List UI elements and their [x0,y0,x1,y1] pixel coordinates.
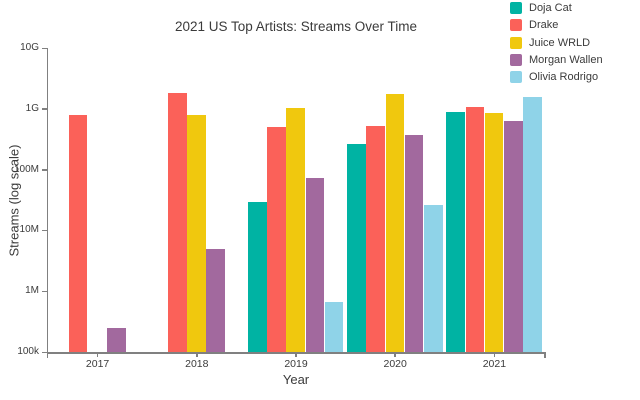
x-tick-label-2020: 2020 [383,358,407,370]
x-tick-2019 [295,352,297,357]
x-tick-label-2017: 2017 [85,358,110,370]
legend-item-olivia-rodrigo: Olivia Rodrigo [510,71,603,84]
bar-drake-2021 [465,107,485,352]
legend-item-morgan-wallen: Morgan Wallen [510,53,603,66]
bar-drake-2020 [366,125,385,352]
bar-olivia-rodrigo-2019 [324,302,344,352]
bar-drake-2019 [267,126,286,352]
x-axis-outer-tick-left [46,352,48,358]
bar-olivia-rodrigo-2020 [424,205,443,352]
bar-juice-wrld-2020 [385,94,405,352]
x-tick-2021 [493,352,496,357]
y-tick-1M [41,290,47,293]
x-tick-2018 [196,352,198,357]
legend-item-drake: Drake [510,19,603,32]
bar-drake-2018 [168,93,187,352]
legend-label-doja-cat: Doja Cat [529,2,572,14]
legend: Doja Cat Drake Juice WRLD Morgan Wallen Oliv… [510,2,603,88]
legend-swatch-drake [510,19,522,32]
x-tick-2017 [96,352,99,357]
x-axis-title: Year [282,372,310,387]
x-tick-label-2019: 2019 [284,358,308,370]
y-tick-10M [41,229,47,232]
x-tick-2020 [394,352,396,357]
bar-olivia-rodrigo-2021 [523,97,542,352]
x-tick-label-2018: 2018 [185,358,209,370]
legend-item-doja-cat: Doja Cat [510,2,603,14]
bar-doja-cat-2020 [347,143,366,352]
legend-swatch-morgan-wallen [510,53,522,66]
x-tick-label-2021: 2021 [482,358,507,370]
y-tick-label-1M: 1M [25,285,39,297]
bar-juice-wrld-2018 [187,115,206,352]
legend-label-morgan-wallen: Morgan Wallen [529,53,603,66]
bar-morgan-wallen-2020 [404,135,424,352]
bar-doja-cat-2019 [248,202,267,352]
bar-morgan-wallen-2017 [107,327,126,352]
legend-label-drake: Drake [529,19,559,32]
y-tick-1G [41,108,47,110]
y-tick-100k [41,351,47,353]
chart-title: 2021 US Top Artists: Streams Over Time [174,19,418,34]
legend-label-juice-wrld: Juice WRLD [529,36,591,49]
y-tick-label-10M: 10M [19,224,39,236]
bar-doja-cat-2021 [446,111,465,352]
bar-juice-wrld-2019 [286,107,305,352]
bar-morgan-wallen-2019 [305,177,325,352]
legend-label-olivia-rodrigo: Olivia Rodrigo [529,71,599,84]
legend-swatch-juice-wrld [510,36,522,49]
bar-drake-2017 [68,115,88,352]
y-axis-line [46,48,48,352]
bar-juice-wrld-2021 [484,113,504,352]
legend-swatch-olivia-rodrigo [510,71,522,84]
y-tick-label-100M: 100M [13,163,39,175]
y-tick-label-100k: 100k [17,346,39,357]
y-axis-title: Streams (log scale) [6,144,22,257]
bar-morgan-wallen-2021 [504,120,523,352]
y-tick-label-1G: 1G [25,102,39,114]
y-tick-100M [41,169,47,171]
legend-item-juice-wrld: Juice WRLD [510,36,603,49]
bar-morgan-wallen-2018 [206,249,225,352]
legend-swatch-doja-cat [510,2,522,14]
y-tick-10G [41,47,47,49]
y-tick-label-10G: 10G [20,42,39,53]
x-axis-outer-tick-right [544,352,546,358]
